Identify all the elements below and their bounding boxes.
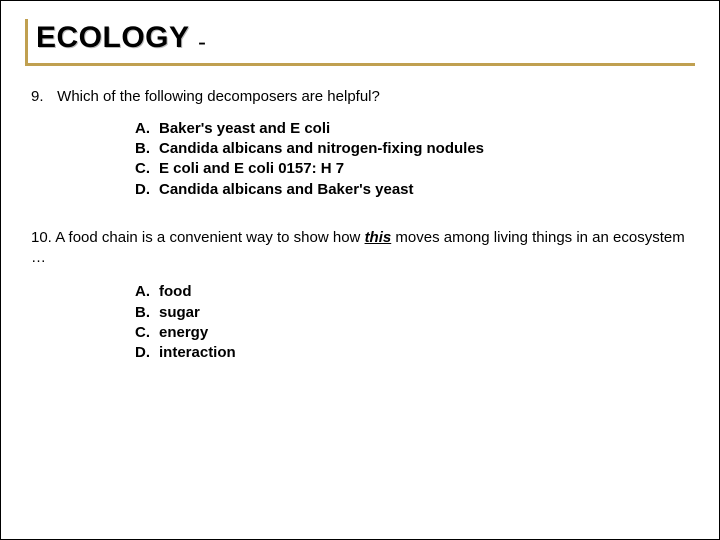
- option-b: B.Candida albicans and nitrogen-fixing n…: [135, 139, 695, 159]
- question-9: 9. Which of the following decomposers ar…: [31, 88, 695, 105]
- option-text: food: [159, 283, 191, 300]
- option-a: A.Baker's yeast and E coli: [135, 119, 695, 139]
- option-a: A.food: [135, 282, 695, 302]
- question-emphasis: this: [365, 229, 392, 246]
- option-text: E coli and E coli 0157: H 7: [159, 160, 344, 177]
- question-number: 10.: [31, 229, 52, 246]
- option-letter: C.: [135, 323, 159, 343]
- option-letter: A.: [135, 119, 159, 139]
- option-text: sugar: [159, 304, 200, 321]
- option-text: energy: [159, 324, 208, 341]
- option-letter: B.: [135, 303, 159, 323]
- question-10-options: A.food B.sugar C.energy D.interaction: [135, 282, 695, 363]
- option-text: Candida albicans and nitrogen-fixing nod…: [159, 140, 484, 157]
- option-c: C.energy: [135, 323, 695, 343]
- option-letter: C.: [135, 159, 159, 179]
- question-text-pre: A food chain is a convenient way to show…: [55, 229, 364, 246]
- option-d: D.interaction: [135, 343, 695, 363]
- option-b: B.sugar: [135, 303, 695, 323]
- question-number: 9.: [31, 88, 53, 105]
- page-title: ECOLOGY: [36, 21, 190, 55]
- title-dash: -: [198, 29, 206, 56]
- title-bar: ECOLOGY -: [25, 19, 695, 66]
- option-text: interaction: [159, 344, 236, 361]
- option-letter: B.: [135, 139, 159, 159]
- question-text: Which of the following decomposers are h…: [57, 88, 380, 105]
- option-letter: A.: [135, 282, 159, 302]
- option-text: Baker's yeast and E coli: [159, 120, 330, 137]
- option-letter: D.: [135, 343, 159, 363]
- question-10: 10. A food chain is a convenient way to …: [31, 228, 695, 269]
- option-text: Candida albicans and Baker's yeast: [159, 181, 414, 198]
- option-d: D.Candida albicans and Baker's yeast: [135, 180, 695, 200]
- option-letter: D.: [135, 180, 159, 200]
- option-c: C.E coli and E coli 0157: H 7: [135, 159, 695, 179]
- question-9-options: A.Baker's yeast and E coli B.Candida alb…: [135, 119, 695, 200]
